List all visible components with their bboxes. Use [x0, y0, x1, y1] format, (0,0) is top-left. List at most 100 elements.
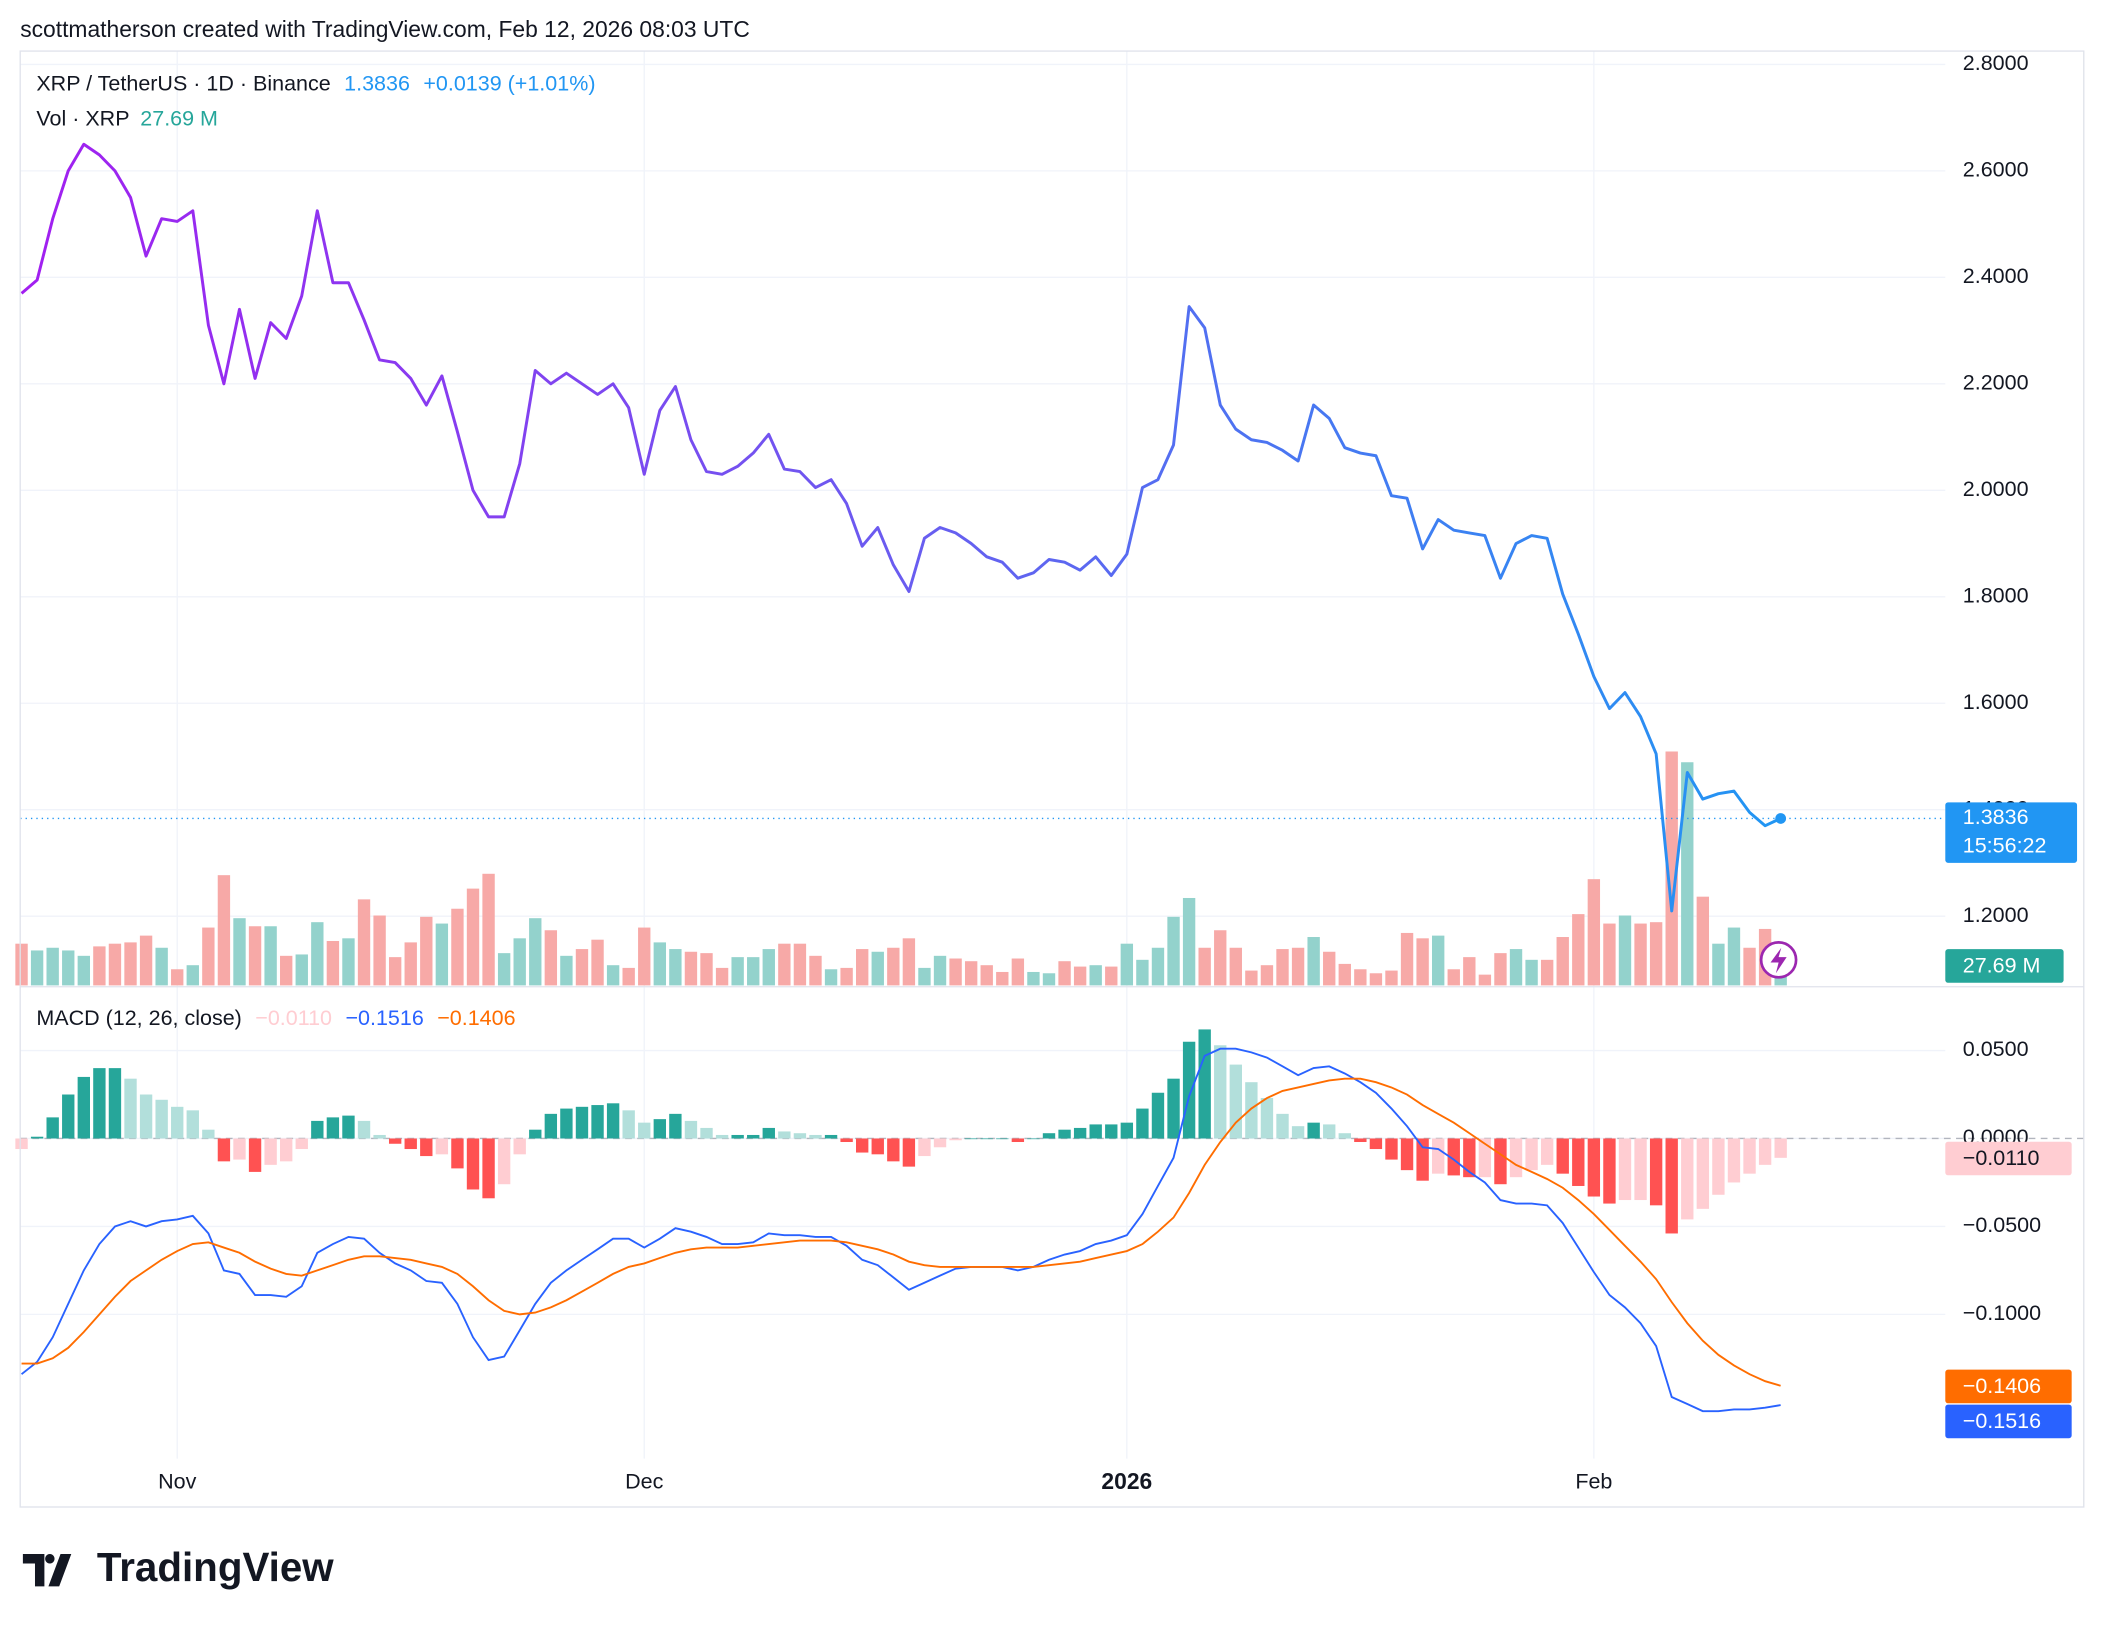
volume-bar [420, 916, 433, 986]
histogram-bar [1478, 1138, 1492, 1178]
histogram-bar [1120, 1122, 1134, 1139]
volume-bar [1291, 947, 1305, 986]
volume-bar [1400, 932, 1414, 986]
volume-bar [388, 957, 402, 986]
signal-tag [1945, 1369, 2072, 1404]
histogram-bar [1354, 1138, 1367, 1143]
volume-bar [15, 943, 28, 986]
histogram-bar [653, 1119, 666, 1139]
volume-bar [1649, 922, 1663, 986]
y-tick-label: 2.6000 [1963, 158, 2029, 182]
signal-line [21, 1077, 1781, 1387]
volume-bar [202, 927, 215, 986]
histogram-bar [949, 1138, 962, 1141]
histogram-bar [856, 1138, 869, 1153]
volume-bar [108, 943, 122, 986]
x-tick-label: Nov [158, 1469, 196, 1493]
histogram-bar [1151, 1092, 1165, 1139]
volume-bar [466, 888, 480, 986]
volume-bar [1276, 949, 1289, 986]
histogram-bar [62, 1094, 75, 1139]
histogram-bar [731, 1134, 744, 1139]
volume-bar [1105, 966, 1118, 986]
hist-last: −0.0110 [255, 1006, 332, 1030]
volume-bar [1214, 930, 1227, 986]
histogram-bar [1587, 1138, 1601, 1197]
histogram-bar [420, 1138, 433, 1157]
volume-bar [918, 967, 931, 986]
histogram-bar [1011, 1138, 1025, 1143]
histogram-bar [1369, 1138, 1383, 1150]
volume-bar [591, 939, 604, 986]
macd-tag [1945, 1404, 2072, 1439]
volume-bar [1058, 961, 1071, 986]
signal-tag-value: −0.1406 [1963, 1374, 2041, 1398]
histogram-bar [591, 1105, 604, 1139]
alert-icon[interactable] [1759, 941, 1798, 979]
histogram-bar [1089, 1124, 1102, 1139]
volume-bar [544, 930, 558, 986]
histogram-bar [1681, 1138, 1694, 1220]
volume-bar [513, 938, 526, 986]
x-tick-label: 2026 [1101, 1468, 1152, 1494]
histogram-bar [1774, 1138, 1787, 1158]
histogram-bar [342, 1115, 355, 1139]
histogram-bar [715, 1134, 729, 1139]
histogram-bar [684, 1120, 698, 1139]
histogram-bar [1400, 1138, 1414, 1171]
hist-tag-value: −0.0110 [1963, 1146, 2040, 1170]
volume-bar [77, 955, 90, 986]
volume-tag [1945, 949, 2064, 983]
volume-bar [357, 899, 371, 986]
histogram-bar [124, 1078, 137, 1139]
histogram-bar [560, 1108, 573, 1139]
histogram-bar [435, 1138, 449, 1155]
volume-bar [778, 943, 791, 986]
volume-bar [311, 922, 324, 986]
histogram-bar [1572, 1138, 1585, 1186]
y-tick-label: 0.0500 [1963, 1037, 2029, 1061]
volume-bar [1245, 970, 1258, 986]
volume-bar [575, 949, 589, 986]
volume-bar [1354, 969, 1367, 986]
volume-bar [186, 965, 199, 986]
histogram-bar [902, 1138, 916, 1167]
volume-bar [1229, 947, 1242, 986]
volume-bar [1572, 914, 1585, 986]
volume-bar [280, 955, 293, 986]
histogram-bar [809, 1134, 822, 1139]
histogram-bar [1447, 1138, 1460, 1176]
volume-bar [762, 949, 775, 986]
volume-bar [1260, 965, 1274, 986]
volume-bar [451, 908, 464, 986]
histogram-bar [1556, 1138, 1569, 1174]
histogram-bar [871, 1138, 884, 1155]
histogram-bar [1307, 1122, 1320, 1139]
volume-bar [1509, 949, 1523, 986]
volume-bar [326, 941, 340, 986]
histogram-bar [1743, 1138, 1756, 1174]
volume-bar [1587, 879, 1601, 986]
histogram-bar [482, 1138, 495, 1199]
volume-bar [1027, 971, 1040, 986]
histogram-bar [373, 1134, 386, 1139]
y-tick-label: 1.8000 [1963, 583, 2029, 607]
histogram-bar [1712, 1138, 1725, 1195]
histogram-bar [248, 1138, 262, 1172]
price-tag [1945, 802, 2078, 863]
y-tick-label: 2.8000 [1963, 51, 2029, 75]
histogram-bar [1525, 1138, 1538, 1171]
histogram-bar [980, 1138, 993, 1140]
volume-bar [1447, 969, 1460, 986]
volume-bar [980, 965, 993, 986]
histogram-bar [824, 1134, 838, 1139]
logo: TradingView [22, 1544, 334, 1590]
histogram-bar [1198, 1029, 1211, 1139]
histogram-bar [15, 1138, 28, 1150]
volume-bar [171, 969, 184, 986]
histogram-bar [1136, 1108, 1149, 1139]
volume-bar [1603, 923, 1616, 986]
histogram-bar [155, 1099, 168, 1139]
price-line [20, 142, 1782, 913]
